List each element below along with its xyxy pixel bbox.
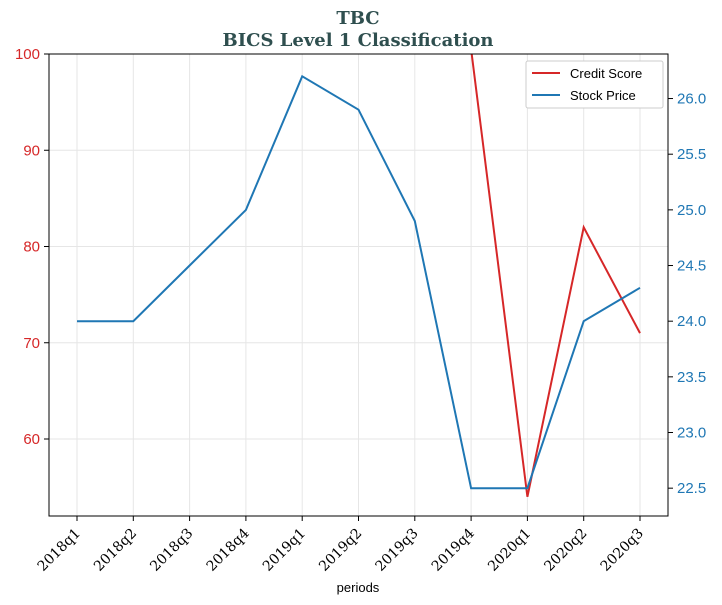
x-tick-label: 2019q1 bbox=[260, 526, 309, 575]
right-tick-label: 26.0 bbox=[677, 91, 706, 108]
series-layer bbox=[77, 54, 641, 498]
left-tick-label: 60 bbox=[23, 431, 40, 448]
x-axis: 2018q1 2018q2 2018q3 2018q4 2019q1 2019q2 2019… bbox=[35, 516, 647, 575]
series-line-credit-score bbox=[470, 54, 641, 498]
right-tick-label: 23.5 bbox=[677, 369, 706, 386]
left-tick-label: 100 bbox=[15, 46, 40, 63]
chart-title: TBC bbox=[336, 8, 379, 29]
legend-label-credit-score: Credit Score bbox=[570, 66, 642, 81]
legend-box bbox=[525, 60, 664, 109]
x-tick-label: 2019q3 bbox=[372, 526, 421, 575]
x-tick-label: 2020q1 bbox=[485, 526, 534, 575]
right-tick-label: 22.5 bbox=[677, 480, 706, 497]
right-tick-label: 24.0 bbox=[677, 313, 706, 330]
right-tick-label: 25.0 bbox=[677, 202, 706, 219]
chart-subtitle: BICS Level 1 Classification bbox=[222, 30, 493, 51]
x-tick-label: 2019q4 bbox=[429, 525, 478, 574]
right-y-axis: 22.5 23.0 23.5 24.0 24.5 25.0 25.5 26.0 bbox=[668, 91, 706, 497]
x-tick-label: 2019q2 bbox=[316, 526, 365, 575]
left-tick-label: 80 bbox=[23, 239, 40, 256]
x-tick-label: 2018q4 bbox=[204, 525, 253, 574]
right-tick-label: 23.0 bbox=[677, 425, 706, 442]
left-tick-label: 90 bbox=[23, 142, 40, 159]
legend-label-stock-price: Stock Price bbox=[570, 88, 636, 103]
left-tick-label: 70 bbox=[23, 335, 40, 352]
grid bbox=[49, 53, 668, 516]
x-axis-label: periods bbox=[337, 580, 380, 595]
x-tick-label: 2020q3 bbox=[598, 526, 647, 575]
left-y-axis: 60 70 80 90 100 bbox=[15, 46, 49, 448]
x-tick-label: 2018q1 bbox=[35, 526, 84, 575]
right-tick-label: 25.5 bbox=[677, 146, 706, 163]
legend: Credit Score Stock Price bbox=[525, 60, 664, 109]
right-tick-label: 24.5 bbox=[677, 258, 706, 275]
x-tick-label: 2020q2 bbox=[541, 526, 590, 575]
x-tick-label: 2018q2 bbox=[91, 526, 140, 575]
series-line-stock-price bbox=[77, 74, 641, 490]
x-tick-label: 2018q3 bbox=[147, 526, 196, 575]
